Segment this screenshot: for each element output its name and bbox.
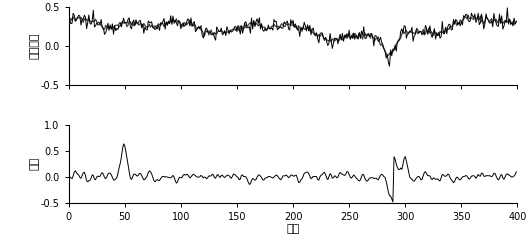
X-axis label: 样本: 样本 <box>286 224 300 234</box>
Y-axis label: 误差: 误差 <box>30 157 40 170</box>
Y-axis label: 丁烷含量: 丁烷含量 <box>30 33 40 59</box>
